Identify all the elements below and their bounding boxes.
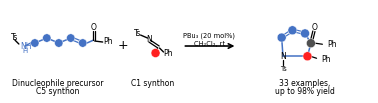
Text: Ph: Ph <box>327 40 337 49</box>
Text: Ts: Ts <box>280 66 287 72</box>
Text: Ph: Ph <box>104 37 113 46</box>
Text: Ts: Ts <box>11 33 18 42</box>
Text: Ph: Ph <box>164 50 173 59</box>
Circle shape <box>307 39 315 48</box>
Text: N: N <box>280 52 286 61</box>
Text: up to 98% yield: up to 98% yield <box>275 87 335 96</box>
Circle shape <box>31 39 39 47</box>
Circle shape <box>151 49 160 57</box>
Text: NH: NH <box>20 42 31 50</box>
Circle shape <box>277 33 286 42</box>
Circle shape <box>79 39 87 47</box>
Circle shape <box>43 34 51 42</box>
Text: Ph: Ph <box>322 55 331 64</box>
Circle shape <box>301 29 310 38</box>
Text: N: N <box>147 35 152 44</box>
Text: H: H <box>23 48 28 54</box>
Circle shape <box>303 52 312 61</box>
Text: CH₂Cl₂, rt: CH₂Cl₂, rt <box>194 41 225 47</box>
Text: Ts: Ts <box>133 29 141 38</box>
Text: C1 synthon: C1 synthon <box>131 79 174 88</box>
Text: +: + <box>117 39 128 52</box>
Text: O: O <box>312 23 318 32</box>
Circle shape <box>288 26 297 35</box>
Text: Dinucleophile precursor: Dinucleophile precursor <box>12 79 104 88</box>
Text: 33 examples,: 33 examples, <box>279 79 331 88</box>
Circle shape <box>67 34 75 42</box>
Text: PBu₃ (20 mol%): PBu₃ (20 mol%) <box>183 33 235 39</box>
Circle shape <box>54 39 63 47</box>
Text: C5 synthon: C5 synthon <box>36 87 79 96</box>
Text: O: O <box>91 23 97 32</box>
